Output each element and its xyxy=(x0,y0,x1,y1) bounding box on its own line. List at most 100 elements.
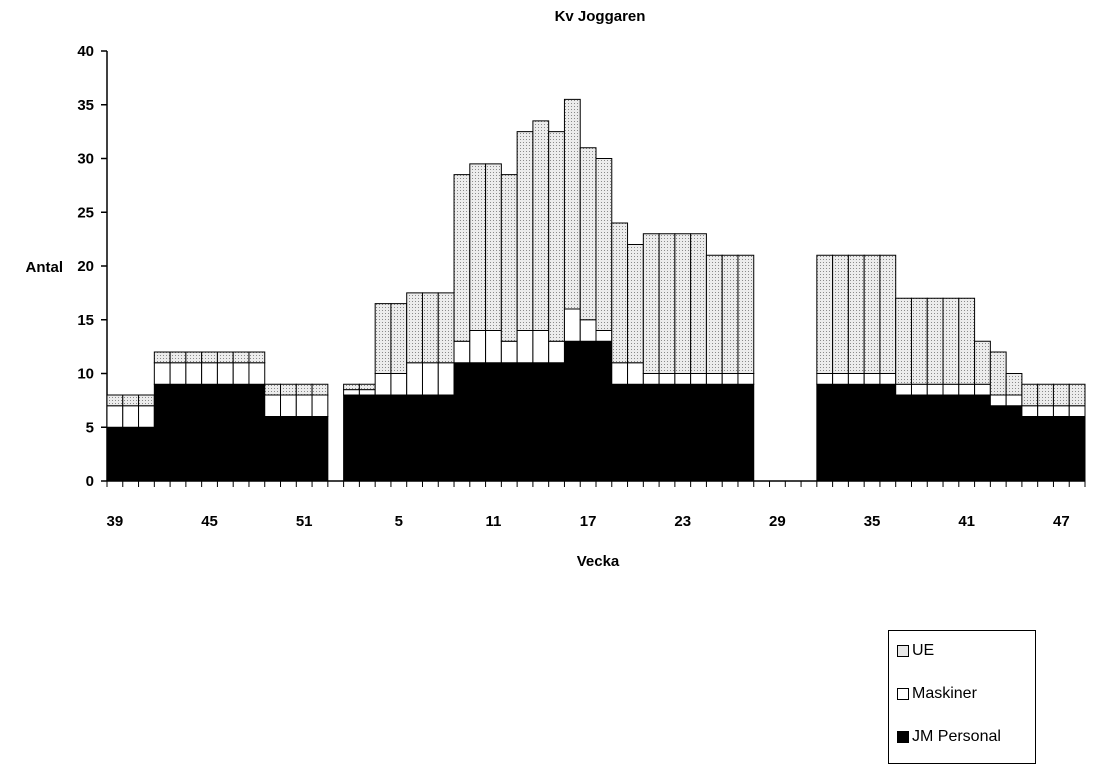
bar-jm-personal xyxy=(832,383,849,482)
bar-jm-personal xyxy=(153,383,171,482)
bar-jm-personal xyxy=(563,340,581,482)
bar-ue xyxy=(958,297,976,385)
bar-ue xyxy=(280,383,297,396)
bar-maskiner xyxy=(863,373,881,385)
bar-ue xyxy=(1037,383,1054,407)
bar-ue xyxy=(737,254,755,374)
bar-maskiner xyxy=(611,362,629,385)
bar-jm-personal xyxy=(406,394,423,482)
bar-maskiner xyxy=(516,330,534,364)
bar-maskiner xyxy=(437,362,455,396)
bar-ue xyxy=(642,233,660,374)
y-tick-label: 40 xyxy=(77,43,94,60)
bar-maskiner xyxy=(406,362,423,396)
bar-maskiner xyxy=(895,383,912,396)
bar-jm-personal xyxy=(469,362,487,482)
bar-jm-personal xyxy=(627,383,644,482)
bar-jm-personal xyxy=(642,383,660,482)
bar-jm-personal xyxy=(485,362,502,482)
bar-ue xyxy=(910,297,928,385)
bar-jm-personal xyxy=(721,383,739,482)
bar-maskiner xyxy=(563,308,581,342)
bar-ue xyxy=(721,254,739,374)
bar-jm-personal xyxy=(910,394,928,482)
bar-jm-personal xyxy=(453,362,471,482)
bar-ue xyxy=(611,222,629,364)
bar-maskiner xyxy=(280,394,297,417)
plot-area: 0 5 10 15 20 25 30 35 40 39 45 51 5 11 17 23 29 35 41 47 xyxy=(77,43,1086,530)
bar-ue xyxy=(421,292,439,364)
bar-maskiner xyxy=(958,383,976,396)
bar-maskiner xyxy=(1052,405,1070,417)
x-tick-label: 41 xyxy=(958,513,975,530)
bar-maskiner xyxy=(847,373,865,385)
bar-maskiner xyxy=(879,373,897,385)
bar-maskiner xyxy=(485,330,502,364)
bar-jm-personal xyxy=(358,394,376,482)
bar-ue xyxy=(816,254,834,374)
bar-jm-personal xyxy=(122,426,140,482)
bar-maskiner xyxy=(264,394,282,417)
bar-ue xyxy=(989,351,1007,396)
bar-maskiner xyxy=(138,405,155,428)
legend-item-maskiner: Maskiner xyxy=(897,684,977,704)
bar-maskiner xyxy=(185,362,203,385)
bar-ue xyxy=(879,254,897,374)
bar-ue xyxy=(926,297,944,385)
bar-maskiner xyxy=(595,330,613,342)
bar-jm-personal xyxy=(1037,416,1054,482)
bar-maskiner xyxy=(690,373,707,385)
bar-maskiner xyxy=(390,373,408,396)
chart-title: Kv Joggaren xyxy=(555,8,646,25)
bar-jm-personal xyxy=(863,383,881,482)
bar-ue xyxy=(358,383,376,391)
bar-ue xyxy=(485,163,502,331)
bar-ue xyxy=(406,292,423,364)
bar-ue xyxy=(374,303,392,374)
bar-maskiner xyxy=(343,389,360,396)
bar-maskiner xyxy=(974,383,991,396)
bar-jm-personal xyxy=(816,383,834,482)
bar-maskiner xyxy=(737,373,755,385)
bar-ue xyxy=(563,98,581,310)
y-tick-label: 30 xyxy=(77,151,94,168)
bar-maskiner xyxy=(942,383,960,396)
bar-ue xyxy=(895,297,912,385)
legend: UE Maskiner JM Personal xyxy=(888,630,1036,764)
bar-ue xyxy=(1052,383,1070,407)
bar-ue xyxy=(169,351,187,364)
bar-maskiner xyxy=(216,362,234,385)
bar-jm-personal xyxy=(1068,416,1086,482)
bar-maskiner xyxy=(500,340,518,364)
bar-jm-personal xyxy=(374,394,392,482)
bar-jm-personal xyxy=(421,394,439,482)
bar-maskiner xyxy=(169,362,187,385)
bar-jm-personal xyxy=(232,383,250,482)
bar-jm-personal xyxy=(201,383,218,482)
bar-jm-personal xyxy=(674,383,692,482)
bar-ue xyxy=(138,394,155,407)
bar-jm-personal xyxy=(658,383,676,482)
y-tick-label: 5 xyxy=(86,419,94,436)
bar-ue xyxy=(658,233,676,374)
x-tick-label: 51 xyxy=(296,513,313,530)
bar-maskiner xyxy=(989,394,1007,407)
bar-maskiner xyxy=(926,383,944,396)
bar-jm-personal xyxy=(295,416,313,482)
bar-ue xyxy=(832,254,849,374)
bar-jm-personal xyxy=(595,340,613,482)
bar-ue xyxy=(674,233,692,374)
bar-maskiner xyxy=(453,340,471,364)
bar-jm-personal xyxy=(532,362,550,482)
bar-ue xyxy=(216,351,234,364)
legend-swatch-maskiner xyxy=(897,688,909,700)
bar-ue xyxy=(532,120,550,331)
bar-maskiner xyxy=(153,362,171,385)
x-tick-label: 29 xyxy=(769,513,786,530)
bar-maskiner xyxy=(579,319,597,342)
bar-jm-personal xyxy=(989,405,1007,482)
bar-ue xyxy=(1068,383,1086,407)
bar-ue xyxy=(453,174,471,342)
legend-swatch-ue xyxy=(897,645,909,657)
